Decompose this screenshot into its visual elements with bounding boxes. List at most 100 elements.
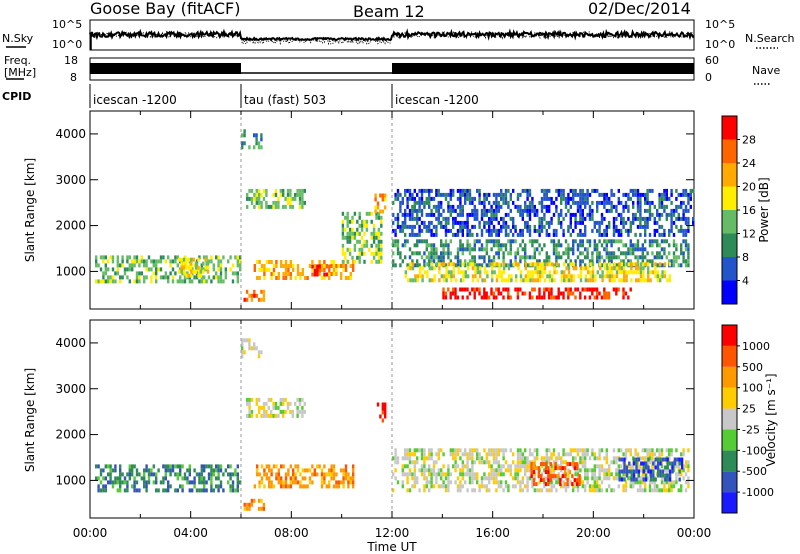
echo-cell bbox=[660, 476, 664, 481]
echo-cell bbox=[641, 472, 644, 477]
echo-cell bbox=[491, 270, 494, 275]
echo-cell bbox=[348, 227, 352, 232]
echo-cell bbox=[485, 243, 488, 248]
echo-cell bbox=[468, 247, 472, 252]
echo-cell bbox=[524, 274, 527, 279]
echo-cell bbox=[583, 287, 587, 292]
echo-cell bbox=[352, 484, 355, 489]
echo-cell bbox=[447, 468, 450, 473]
echo-cell bbox=[584, 196, 587, 201]
echo-cell bbox=[250, 413, 254, 418]
echo-cell bbox=[224, 267, 227, 272]
echo-cell bbox=[473, 196, 476, 201]
echo-cell bbox=[574, 188, 577, 193]
echo-cell bbox=[347, 276, 350, 280]
echo-cell bbox=[509, 263, 512, 268]
echo-cell bbox=[524, 456, 527, 461]
echo-cell bbox=[380, 223, 383, 228]
echo-cell bbox=[411, 232, 414, 237]
echo-cell bbox=[268, 484, 271, 489]
echo-cell bbox=[473, 295, 476, 300]
echo-cell bbox=[370, 211, 373, 216]
echo-cell bbox=[579, 251, 582, 256]
echo-cell bbox=[396, 456, 400, 461]
echo-cell bbox=[576, 482, 579, 487]
echo-cell bbox=[340, 276, 343, 280]
echo-cell bbox=[569, 220, 572, 225]
echo-cell bbox=[521, 188, 524, 193]
echo-cell bbox=[636, 204, 640, 209]
echo-cell bbox=[466, 212, 469, 217]
echo-cell bbox=[447, 270, 451, 275]
echo-cell bbox=[464, 247, 467, 252]
echo-cell bbox=[440, 251, 443, 256]
echo-cell bbox=[499, 291, 503, 296]
echo-cell bbox=[632, 192, 635, 197]
echo-cell bbox=[557, 239, 560, 244]
cpid-segments: icescan -1200 tau (fast) 503 icescan -1200 bbox=[89, 84, 479, 108]
echo-cell bbox=[687, 192, 690, 197]
echo-cell bbox=[672, 251, 676, 256]
echo-cell bbox=[521, 216, 524, 221]
echo-cell bbox=[287, 472, 290, 477]
echo-cell bbox=[497, 192, 500, 197]
echo-cell bbox=[591, 212, 594, 217]
echo-cell bbox=[459, 263, 462, 268]
echo-cell bbox=[341, 231, 345, 236]
echo-cell bbox=[632, 247, 635, 252]
echo-cell bbox=[212, 488, 215, 493]
echo-cell bbox=[586, 192, 589, 197]
echo-cell bbox=[560, 200, 563, 205]
echo-cell bbox=[428, 228, 431, 233]
echo-cell bbox=[447, 484, 450, 489]
echo-cell bbox=[320, 472, 324, 477]
echo-cell bbox=[260, 268, 264, 272]
echo-cell bbox=[618, 469, 621, 474]
echo-cell bbox=[449, 188, 452, 193]
echo-cell bbox=[573, 466, 576, 471]
echo-cell bbox=[260, 133, 263, 138]
echo-cell bbox=[270, 413, 273, 418]
echo-cell bbox=[104, 271, 107, 276]
echo-cell bbox=[289, 480, 292, 485]
echo-cell bbox=[143, 484, 146, 489]
echo-cell bbox=[447, 220, 450, 225]
echo-cell bbox=[642, 270, 645, 275]
echo-cell bbox=[219, 484, 223, 489]
echo-cell bbox=[492, 212, 496, 217]
echo-cell bbox=[447, 488, 450, 493]
echo-cell bbox=[176, 279, 179, 284]
echo-cell bbox=[687, 259, 690, 264]
echo-cell bbox=[411, 476, 414, 481]
echo-cell bbox=[133, 484, 136, 489]
echo-cell bbox=[258, 192, 261, 197]
echo-cell bbox=[488, 480, 491, 485]
echo-cell bbox=[610, 200, 613, 205]
echo-cell bbox=[627, 262, 631, 267]
echo-cell bbox=[531, 255, 534, 260]
echo-cell bbox=[564, 470, 567, 475]
echo-cell bbox=[639, 192, 642, 197]
echo-cell bbox=[456, 212, 460, 217]
echo-cell bbox=[596, 220, 599, 225]
echo-cell bbox=[268, 268, 271, 272]
echo-cell bbox=[599, 266, 602, 271]
echo-cell bbox=[356, 227, 359, 232]
echo-cell bbox=[455, 278, 458, 283]
echo-cell bbox=[454, 464, 457, 469]
echo-cell bbox=[420, 452, 424, 457]
echo-cell bbox=[605, 247, 608, 252]
echo-cell bbox=[656, 274, 659, 279]
echo-cell bbox=[547, 470, 550, 475]
echo-cell bbox=[365, 243, 369, 248]
echo-cell bbox=[351, 255, 354, 260]
echo-cell bbox=[612, 232, 616, 237]
echo-cell bbox=[426, 270, 429, 275]
echo-cell bbox=[548, 456, 551, 461]
echo-cell bbox=[647, 266, 650, 271]
echo-cell bbox=[425, 224, 428, 229]
echo-cell bbox=[676, 457, 679, 462]
echo-cell bbox=[111, 255, 115, 260]
echo-cell bbox=[483, 266, 487, 271]
echo-cell bbox=[632, 243, 635, 248]
